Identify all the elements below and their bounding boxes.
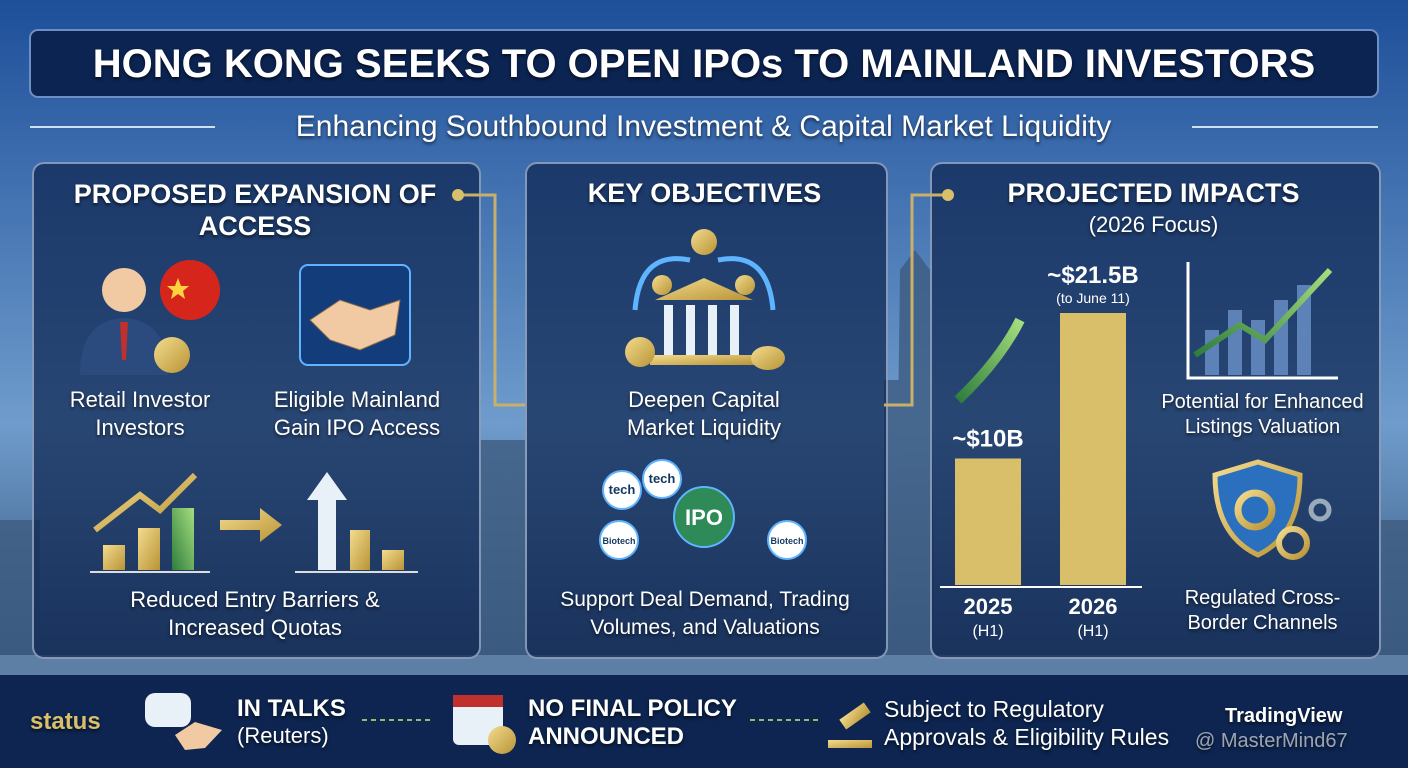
category-note: (H1): [972, 623, 1003, 640]
item-label: Support Deal Demand, Trading Volumes, an…: [560, 588, 850, 639]
status-detail: (Reuters): [237, 723, 329, 748]
panel-subtitle: (2026 Focus): [1088, 212, 1219, 237]
bubble: [599, 520, 639, 560]
item-label: Retail Investor Investors: [69, 387, 211, 440]
bubble-label: tech: [609, 482, 636, 497]
bubble-label: Biotech: [602, 536, 635, 546]
bubble: [642, 459, 682, 499]
item-label: Regulated Cross-Border Channels: [1184, 587, 1341, 634]
bubble: [602, 470, 642, 510]
panel-access: [32, 162, 481, 659]
bubble-label: IPO: [685, 505, 723, 530]
bubble-label: tech: [649, 471, 676, 486]
status-title: IN TALKS: [237, 695, 346, 722]
item-label: Reduced Entry Barriers & Increased Quota…: [130, 587, 380, 640]
category-note: (H1): [1077, 623, 1108, 640]
watermark: @ MasterMind67: [1195, 730, 1348, 752]
status-label: status: [30, 708, 101, 735]
bubble: [767, 520, 807, 560]
panel-title: PROJECTED IMPACTS: [1007, 178, 1300, 208]
subtitle: Enhancing Southbound Investment & Capita…: [295, 110, 1112, 143]
category-label: 2025: [964, 594, 1013, 619]
bar: [955, 458, 1021, 585]
status-title: Subject to Regulatory Approvals & Eligib…: [884, 696, 1170, 750]
title: HONG KONG SEEKS TO OPEN IPOs TO MAINLAND…: [92, 42, 1316, 86]
item-label: Eligible Mainland Gain IPO Access: [273, 387, 441, 440]
value-label: ~$10B: [952, 425, 1023, 452]
status-title: NO FINAL POLICY ANNOUNCED: [528, 695, 737, 750]
category-label: 2026: [1069, 594, 1118, 619]
value-label: ~$21.5B: [1047, 262, 1138, 289]
brand: TradingView: [1225, 705, 1343, 727]
panel-title: KEY OBJECTIVES: [587, 178, 822, 208]
value-note: (to June 11): [1056, 290, 1130, 306]
item-label: Potential for Enhanced Listings Valuatio…: [1161, 391, 1364, 438]
item-label: Deepen Capital Market Liquidity: [626, 387, 782, 440]
bubble: [673, 486, 735, 548]
bar: [1060, 313, 1126, 585]
bubble-label: Biotech: [770, 536, 803, 546]
panel-title: PROPOSED EXPANSION OF ACCESS: [73, 179, 437, 241]
